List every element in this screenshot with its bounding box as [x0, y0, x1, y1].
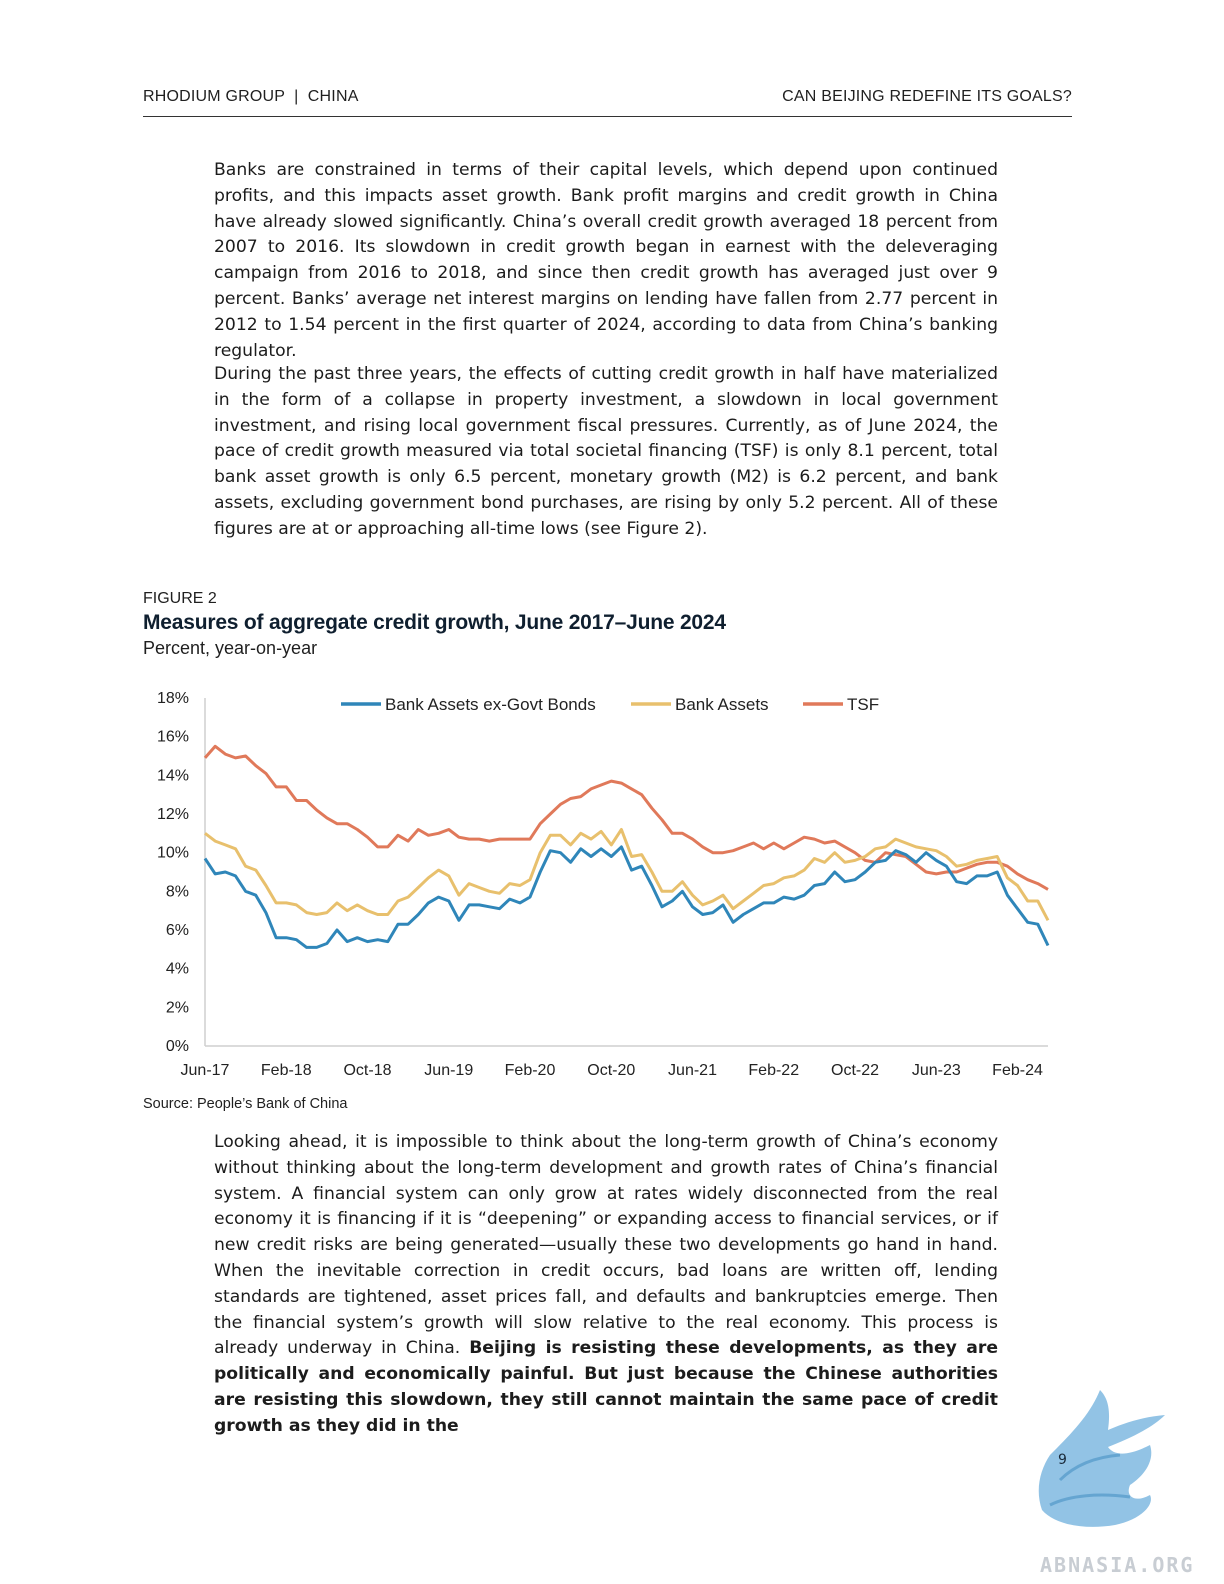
- x-tick-label: Jun-21: [668, 1062, 717, 1079]
- y-tick-label: 0%: [166, 1038, 189, 1055]
- chart-legend: Bank Assets ex-Govt Bonds Bank Assets TSF: [341, 695, 879, 714]
- watermark-text: ABNASIA.ORG: [1040, 1553, 1195, 1577]
- y-tick-label: 8%: [166, 883, 189, 900]
- series-line: [204, 828, 1050, 922]
- x-tick-label: Feb-24: [992, 1062, 1043, 1079]
- x-tick-label: Jun-19: [424, 1062, 473, 1079]
- griffin-logo-icon: [1038, 1390, 1165, 1527]
- y-axis: 0% 2% 4% 6% 8% 10% 12% 14% 16% 18%: [157, 690, 206, 1055]
- figure-subtitle: Percent, year-on-year: [143, 638, 318, 658]
- paragraph-3-bold-text: Beijing is resisting these developments,…: [214, 1338, 998, 1436]
- paragraph-1: Banks are constrained in terms of their …: [214, 160, 998, 361]
- series-lines: [203, 744, 1050, 949]
- y-tick-label: 2%: [166, 999, 189, 1016]
- page-header: RHODIUM GROUP | CHINA CAN BEIJING REDEFI…: [143, 86, 1072, 117]
- legend-label: Bank Assets ex-Govt Bonds: [385, 695, 596, 714]
- y-tick-label: 14%: [157, 767, 189, 784]
- y-tick-label: 4%: [166, 961, 189, 978]
- header-left: RHODIUM GROUP | CHINA: [143, 88, 359, 105]
- figure-source: Source: People’s Bank of China: [143, 1096, 348, 1112]
- y-tick-label: 10%: [157, 845, 189, 862]
- paragraph-2: During the past three years, the effects…: [214, 364, 998, 539]
- x-tick-label: Jun-23: [912, 1062, 961, 1079]
- page-number: 9: [1058, 1452, 1067, 1468]
- x-tick-label: Oct-18: [343, 1062, 391, 1079]
- x-axis: Jun-17 Feb-18 Oct-18 Jun-19 Feb-20 Oct-20 Jun-…: [181, 1045, 1048, 1079]
- y-tick-label: 18%: [157, 690, 189, 707]
- x-tick-label: Feb-18: [261, 1062, 312, 1079]
- series-line: [203, 845, 1050, 949]
- y-tick-label: 6%: [166, 922, 189, 939]
- y-tick-label: 16%: [157, 729, 189, 746]
- y-tick-label: 12%: [157, 806, 189, 823]
- x-tick-label: Oct-20: [587, 1062, 635, 1079]
- x-tick-label: Feb-22: [748, 1062, 799, 1079]
- paragraph-3: Looking ahead, it is impossible to think…: [214, 1130, 998, 1440]
- legend-label: Bank Assets: [675, 695, 769, 714]
- paragraph-3-text: Looking ahead, it is impossible to think…: [214, 1132, 998, 1359]
- series-line: [203, 744, 1049, 891]
- figure-label: FIGURE 2: [143, 590, 217, 607]
- figure-title: Measures of aggregate credit growth, Jun…: [143, 611, 726, 634]
- x-tick-label: Feb-20: [505, 1062, 556, 1079]
- header-right: CAN BEIJING REDEFINE ITS GOALS?: [782, 88, 1072, 105]
- x-tick-label: Jun-17: [181, 1062, 230, 1079]
- credit-growth-chart: 0% 2% 4% 6% 8% 10% 12% 14% 16% 18% Jun-17 Feb-18 Oc…: [157, 690, 1050, 1079]
- x-tick-label: Oct-22: [831, 1062, 879, 1079]
- legend-label: TSF: [847, 695, 879, 714]
